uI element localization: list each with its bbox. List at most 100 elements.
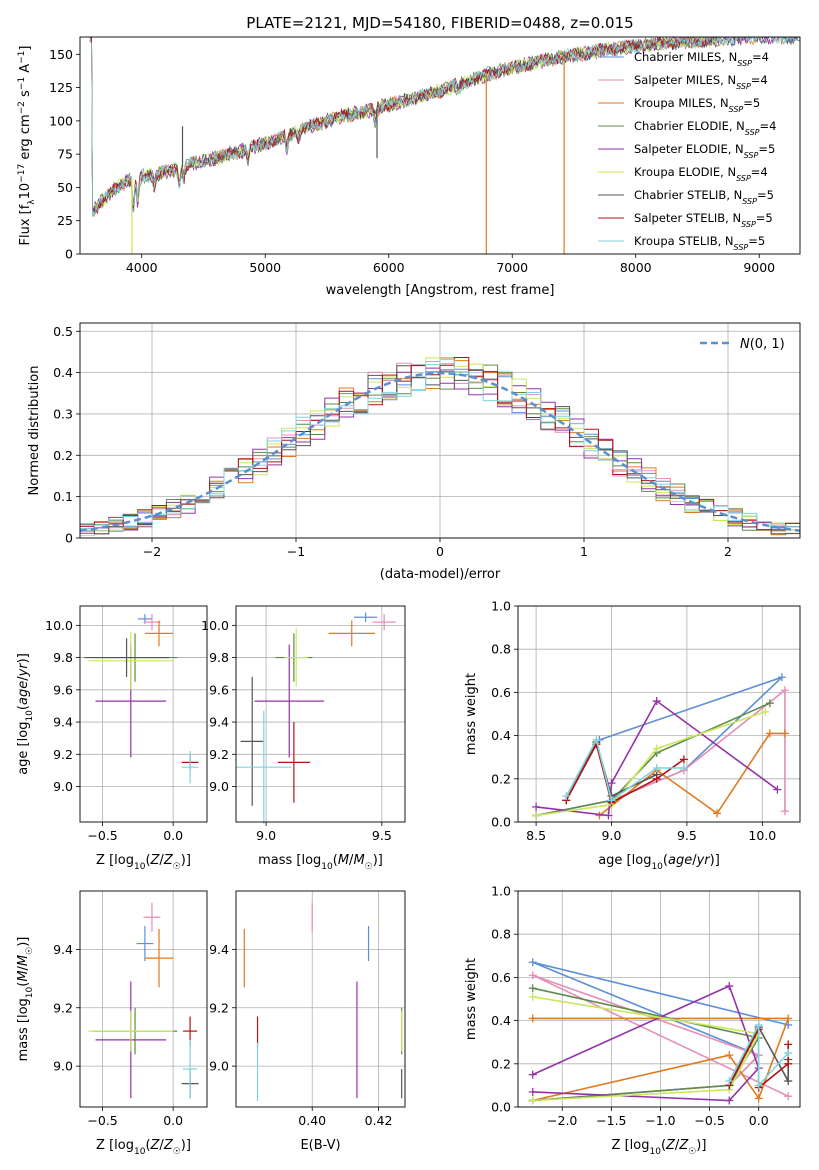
residuals-tick-label-y: 0.5: [53, 324, 73, 339]
weight-vs-age-line-chabrier-miles: [535, 676, 783, 817]
age-vs-mass-tick-label-y: 9.0: [209, 779, 229, 794]
weight-vs-age-line-chabrier-elodie: [535, 702, 771, 817]
weight-vs-age-xlabel: age [log10(age/yr)]: [598, 853, 720, 872]
mass-vs-ebv-tick-label-y: 9.4: [209, 942, 229, 957]
spectrum-tick-label-y: 50: [57, 180, 73, 195]
data-layer: [79, 37, 801, 1105]
spectrum-tick-label-y: 100: [49, 113, 73, 128]
spectrum-tick-label-y: 0: [65, 247, 73, 262]
weight-vs-age-marker: [592, 735, 601, 744]
weight-vs-Z-marker: [754, 1020, 763, 1029]
weight-vs-age-marker: [652, 764, 661, 772]
weight-vs-age-tick-label-x: 9.5: [677, 828, 697, 843]
mass-vs-Z-frame: [79, 890, 208, 1108]
weight-vs-Z-marker: [784, 1092, 793, 1101]
weight-vs-age-marker: [532, 811, 541, 820]
weight-vs-age-marker: [604, 811, 613, 820]
weight-vs-Z-marker: [528, 958, 537, 967]
age-vs-mass-frame: [235, 605, 406, 823]
legend-label-normal: N(0, 1): [740, 337, 785, 352]
legend-label: Salpeter ELODIE, NSSP=5: [634, 142, 775, 160]
mass-vs-ebv-tick-label-y: 9.0: [209, 1059, 229, 1074]
weight-vs-age-marker: [679, 764, 688, 772]
weight-vs-age-marker: [652, 774, 661, 783]
age-vs-Z-ylabel: age [log10(age/yr)]: [16, 653, 35, 775]
spectrum-tick-label-x: 6000: [373, 260, 405, 275]
weight-vs-age-marker: [713, 809, 722, 818]
weight-vs-Z-tick-label-y: 0.2: [491, 1056, 511, 1071]
mass-vs-ebv-frame: [235, 890, 406, 1108]
weight-vs-Z-marker: [754, 1081, 763, 1090]
weight-vs-age-tick-label-x: 8.5: [526, 828, 546, 843]
age-vs-Z-tick-label-x: 0.0: [163, 828, 183, 843]
mass-vs-ebv-xlabel: E(B-V): [300, 1138, 340, 1153]
axes-layer: 4000 5000 6000 7000 8000 90000255075100125150…: [16, 36, 801, 1157]
weight-vs-Z-marker: [725, 1051, 734, 1060]
weight-vs-age-ylabel: mass weight: [464, 673, 479, 755]
weight-vs-Z-line-kroupa-elodie: [532, 996, 760, 1102]
figure-title: PLATE=2121, MJD=54180, FIBERID=0488, z=0…: [246, 14, 633, 32]
age-vs-Z-tick-label-y: 9.0: [53, 779, 73, 794]
age-vs-mass-tick-label-x: 9.0: [256, 828, 276, 843]
weight-vs-age-marker: [773, 785, 782, 794]
weight-vs-Z-marker: [528, 971, 537, 980]
weight-vs-age-tick-label-y: 0.8: [491, 642, 511, 657]
weight-vs-age-marker: [652, 744, 661, 753]
weight-vs-age-tick-label-x: 9.0: [602, 828, 622, 843]
spectrum-tick-label-y: 25: [57, 213, 73, 228]
weight-vs-age-tick-label-y: 0.2: [491, 771, 511, 786]
mass-vs-Z-tick-label-y: 9.4: [53, 942, 73, 957]
residuals-tick-label-y: 0.4: [53, 365, 73, 380]
weight-vs-age-line-salpeter-stelib: [565, 742, 685, 804]
spectrum-tick-label-x: 9000: [743, 260, 775, 275]
mass-vs-Z-tick-label-y: 9.0: [53, 1059, 73, 1074]
weight-vs-Z-marker: [725, 982, 734, 991]
spectrum-tick-label-y: 125: [49, 80, 73, 95]
legend-label: Salpeter STELIB, NSSP=5: [634, 211, 773, 229]
weight-vs-age-marker: [777, 673, 786, 682]
weight-vs-age-marker: [679, 755, 688, 764]
residuals-tick-label-y: 0.2: [53, 448, 73, 463]
mass-vs-Z-tick-label-x: −0.5: [87, 1113, 117, 1128]
spectrum-tick-label-x: 7000: [496, 260, 528, 275]
weight-vs-age-marker: [607, 796, 616, 805]
mass-vs-ebv-tick-label-x: 0.42: [365, 1113, 393, 1128]
weight-vs-age-marker: [652, 697, 661, 706]
spectrum-line-kroupa-elodie: [91, 37, 722, 210]
weight-vs-Z-line-chabrier-elodie: [532, 987, 760, 1102]
legend-label: Chabrier STELIB, NSSP=5: [634, 188, 774, 206]
age-vs-Z-tick-label-y: 9.4: [53, 715, 73, 730]
mass-vs-Z-ylabel: mass [log10(M/M☉)]: [16, 937, 35, 1062]
weight-vs-age-marker: [607, 779, 616, 788]
weight-vs-Z-line-kroupa-stelib: [728, 1024, 789, 1088]
weight-vs-Z-tick-label-y: 0.4: [491, 1013, 511, 1028]
weight-vs-Z-marker: [725, 1077, 734, 1086]
weight-vs-Z-tick-label-x: −1.5: [596, 1113, 626, 1128]
mass-vs-Z-xlabel: Z [log10(Z/Z☉)]: [96, 1138, 191, 1157]
weight-vs-age-tick-label-y: 0.4: [491, 728, 511, 743]
legend-label: Kroupa MILES, NSSP=5: [634, 96, 760, 114]
weight-vs-Z-tick-label-x: −2.0: [547, 1113, 577, 1128]
legend-label: Chabrier ELODIE, NSSP=4: [634, 119, 776, 137]
age-vs-mass-tick-label-y: 9.4: [209, 715, 229, 730]
spectrum-line-chabrier-stelib: [91, 37, 800, 213]
spectrum-line-chabrier-elodie: [89, 37, 723, 214]
spectrum-line-salpeter-miles: [89, 37, 723, 216]
age-vs-Z-tick-label-y: 9.6: [53, 682, 73, 697]
grid-layer: [80, 323, 800, 1108]
residuals-tick-label-y: 0: [65, 531, 73, 546]
age-vs-mass-tick-label-y: 9.6: [209, 682, 229, 697]
weight-vs-age-marker: [765, 729, 774, 738]
age-vs-Z-tick-label-y: 9.2: [53, 747, 73, 762]
spectrum-tick-label-x: 8000: [620, 260, 652, 275]
weight-vs-age-marker: [562, 792, 571, 801]
legend-label: Kroupa ELODIE, NSSP=4: [634, 165, 768, 183]
weight-vs-Z-marker: [528, 1014, 537, 1023]
legend-label: Chabrier MILES, NSSP=4: [634, 50, 769, 68]
residuals-xlabel: (data-model)/error: [380, 567, 501, 582]
weight-vs-age-marker: [780, 729, 789, 738]
weight-vs-Z-tick-label-y: 0.0: [491, 1100, 511, 1115]
age-vs-mass-tick-label-x: 9.5: [372, 828, 392, 843]
mass-vs-ebv-tick-label-x: 0.40: [298, 1113, 326, 1128]
weight-vs-age-marker: [532, 802, 541, 811]
